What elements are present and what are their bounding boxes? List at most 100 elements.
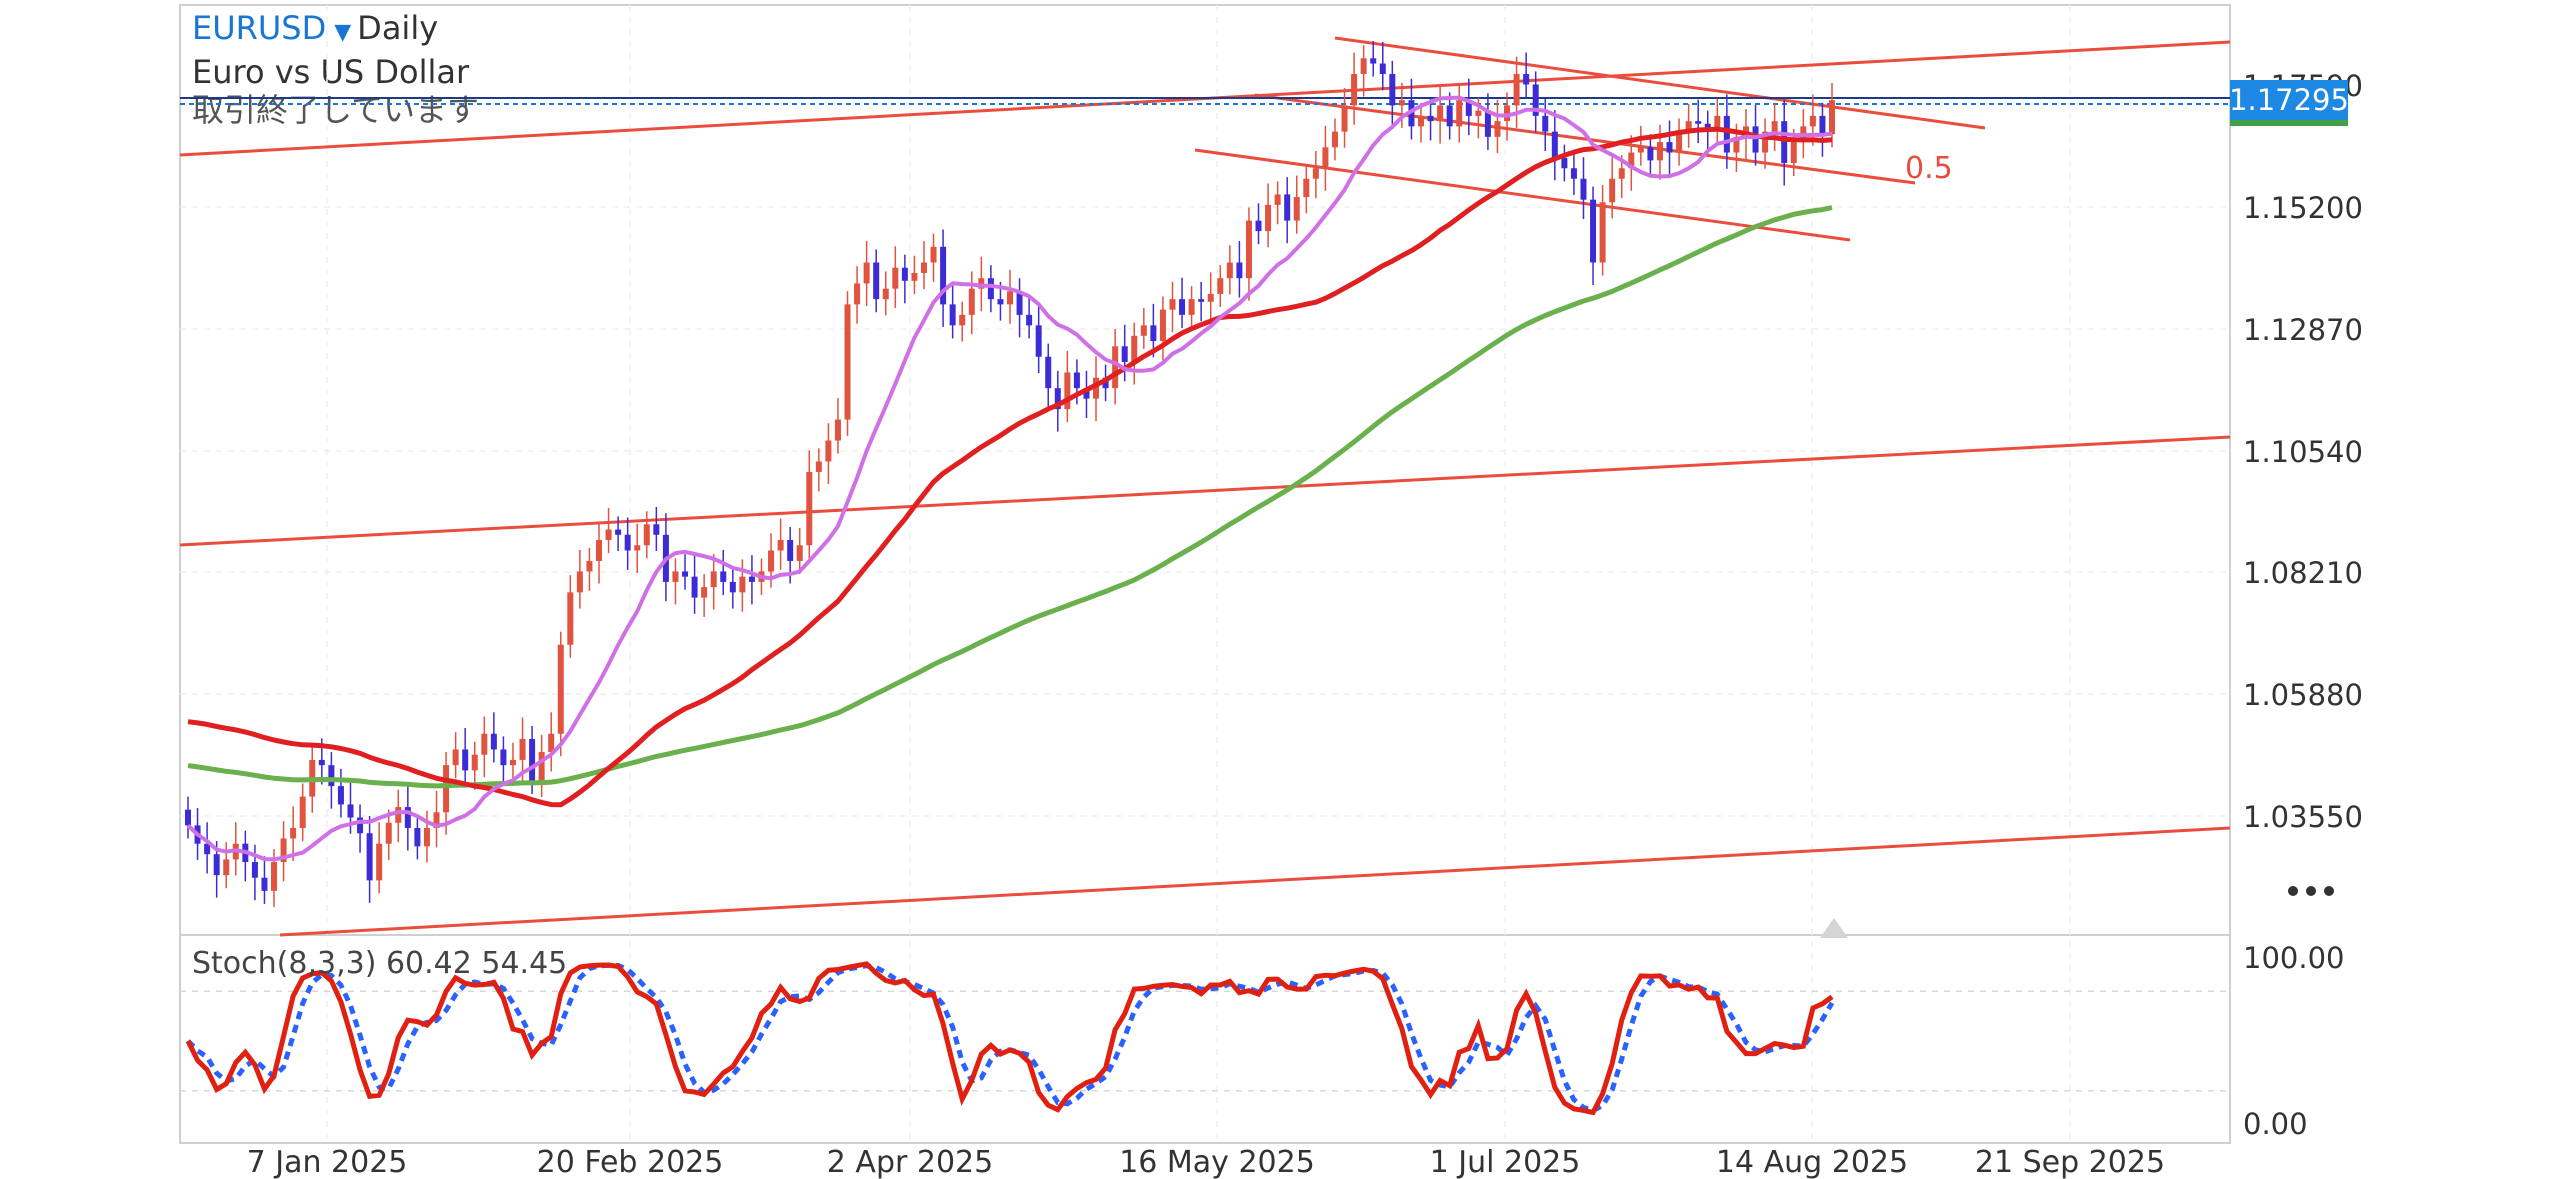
x-tick-label: 7 Jan 2025 <box>247 1145 408 1179</box>
symbol-description: Euro vs US Dollar <box>192 53 470 91</box>
candle <box>261 856 268 904</box>
candle <box>376 822 383 894</box>
candle <box>1131 322 1138 385</box>
x-tick-label: 16 May 2025 <box>1119 1145 1315 1179</box>
fib-label: 0.5 <box>1905 151 1953 186</box>
x-tick-label: 20 Feb 2025 <box>537 1145 724 1179</box>
candle <box>423 810 430 863</box>
candle <box>1590 186 1597 286</box>
scroll-marker-icon[interactable] <box>1820 918 1848 938</box>
candle <box>1284 177 1291 244</box>
candle <box>1532 71 1539 133</box>
candle <box>471 741 478 790</box>
candle <box>280 821 287 882</box>
candle <box>1360 45 1367 97</box>
candle <box>1026 297 1033 339</box>
candle <box>1542 98 1549 151</box>
candle <box>1599 185 1606 276</box>
ma-short-line <box>186 95 1833 862</box>
more-dots-icon[interactable] <box>2288 886 2334 896</box>
candle <box>596 522 602 584</box>
candle <box>299 783 306 842</box>
symbol-label[interactable]: EURUSD <box>192 9 327 47</box>
candle <box>1169 281 1176 333</box>
candle <box>605 508 612 554</box>
candle <box>1829 82 1835 148</box>
x-tick-label: 2 Apr 2025 <box>827 1145 993 1179</box>
stoch-tick-label: 0.00 <box>2243 1107 2308 1141</box>
candle <box>443 752 450 835</box>
y-tick-label: 1.10540 <box>2243 435 2363 469</box>
candle <box>1695 99 1702 144</box>
candle <box>242 830 249 882</box>
candle <box>1007 269 1013 324</box>
candle <box>892 246 899 309</box>
candle <box>748 555 755 605</box>
current-price-label: 1.17295 <box>2229 83 2349 117</box>
candle <box>873 249 880 313</box>
candle <box>452 732 459 779</box>
candle <box>1351 52 1358 125</box>
candle <box>1159 296 1166 361</box>
stoch-d-line <box>186 962 1835 1114</box>
candle <box>204 822 211 874</box>
candle <box>739 559 746 612</box>
candle <box>337 768 344 818</box>
candle <box>185 796 191 839</box>
candle <box>672 558 679 605</box>
candle <box>1179 277 1186 328</box>
candle <box>825 423 832 484</box>
candle <box>815 448 822 492</box>
chart-header: EURUSD ▼ Daily Euro vs US Dollar 取引終了しています <box>192 12 479 126</box>
trend-line <box>279 826 2231 937</box>
candle <box>1255 203 1262 245</box>
candle <box>634 523 641 573</box>
candle <box>462 727 469 787</box>
candle <box>1781 99 1788 186</box>
moving-averages <box>186 95 1833 862</box>
candle <box>1217 265 1224 308</box>
candle <box>1016 278 1023 338</box>
trend-line <box>179 435 2231 547</box>
candle <box>1609 157 1616 219</box>
candle <box>1418 102 1424 143</box>
candle <box>557 631 564 757</box>
candle <box>1312 150 1319 199</box>
candle <box>1437 83 1444 144</box>
market-status: 取引終了しています <box>192 91 480 129</box>
timeframe-label: Daily <box>357 9 439 47</box>
candle <box>949 282 956 339</box>
channel-lines <box>179 36 2231 937</box>
candle <box>1637 125 1644 166</box>
triangle-down-icon[interactable]: ▼ <box>334 20 352 45</box>
candle <box>710 554 717 610</box>
candle <box>1226 245 1233 295</box>
candle <box>385 809 392 860</box>
candle <box>538 734 545 798</box>
y-tick-label: 1.05880 <box>2243 678 2363 712</box>
candle <box>1551 110 1558 181</box>
candle <box>1245 207 1252 301</box>
candle <box>1045 343 1052 408</box>
candle <box>968 271 975 335</box>
candle <box>1274 181 1281 225</box>
candle <box>366 815 373 903</box>
candle <box>834 398 841 454</box>
candle <box>1121 324 1128 382</box>
candle <box>290 806 297 861</box>
candle <box>1666 120 1673 176</box>
stoch-tick-label: 100.00 <box>2243 941 2344 975</box>
candle <box>940 229 947 327</box>
candle <box>1809 94 1816 146</box>
candle <box>1303 165 1310 214</box>
candle <box>1685 103 1692 148</box>
candle <box>1523 52 1530 98</box>
price-tag: 1.17295 <box>2229 80 2349 126</box>
candle <box>1140 308 1147 349</box>
candle <box>404 785 411 851</box>
x-tick-label: 14 Aug 2025 <box>1716 1145 1908 1179</box>
stochastic-label: Stoch(8,3,3) 60.42 54.45 <box>192 946 568 981</box>
candle <box>1647 134 1654 177</box>
candle <box>1465 78 1472 136</box>
